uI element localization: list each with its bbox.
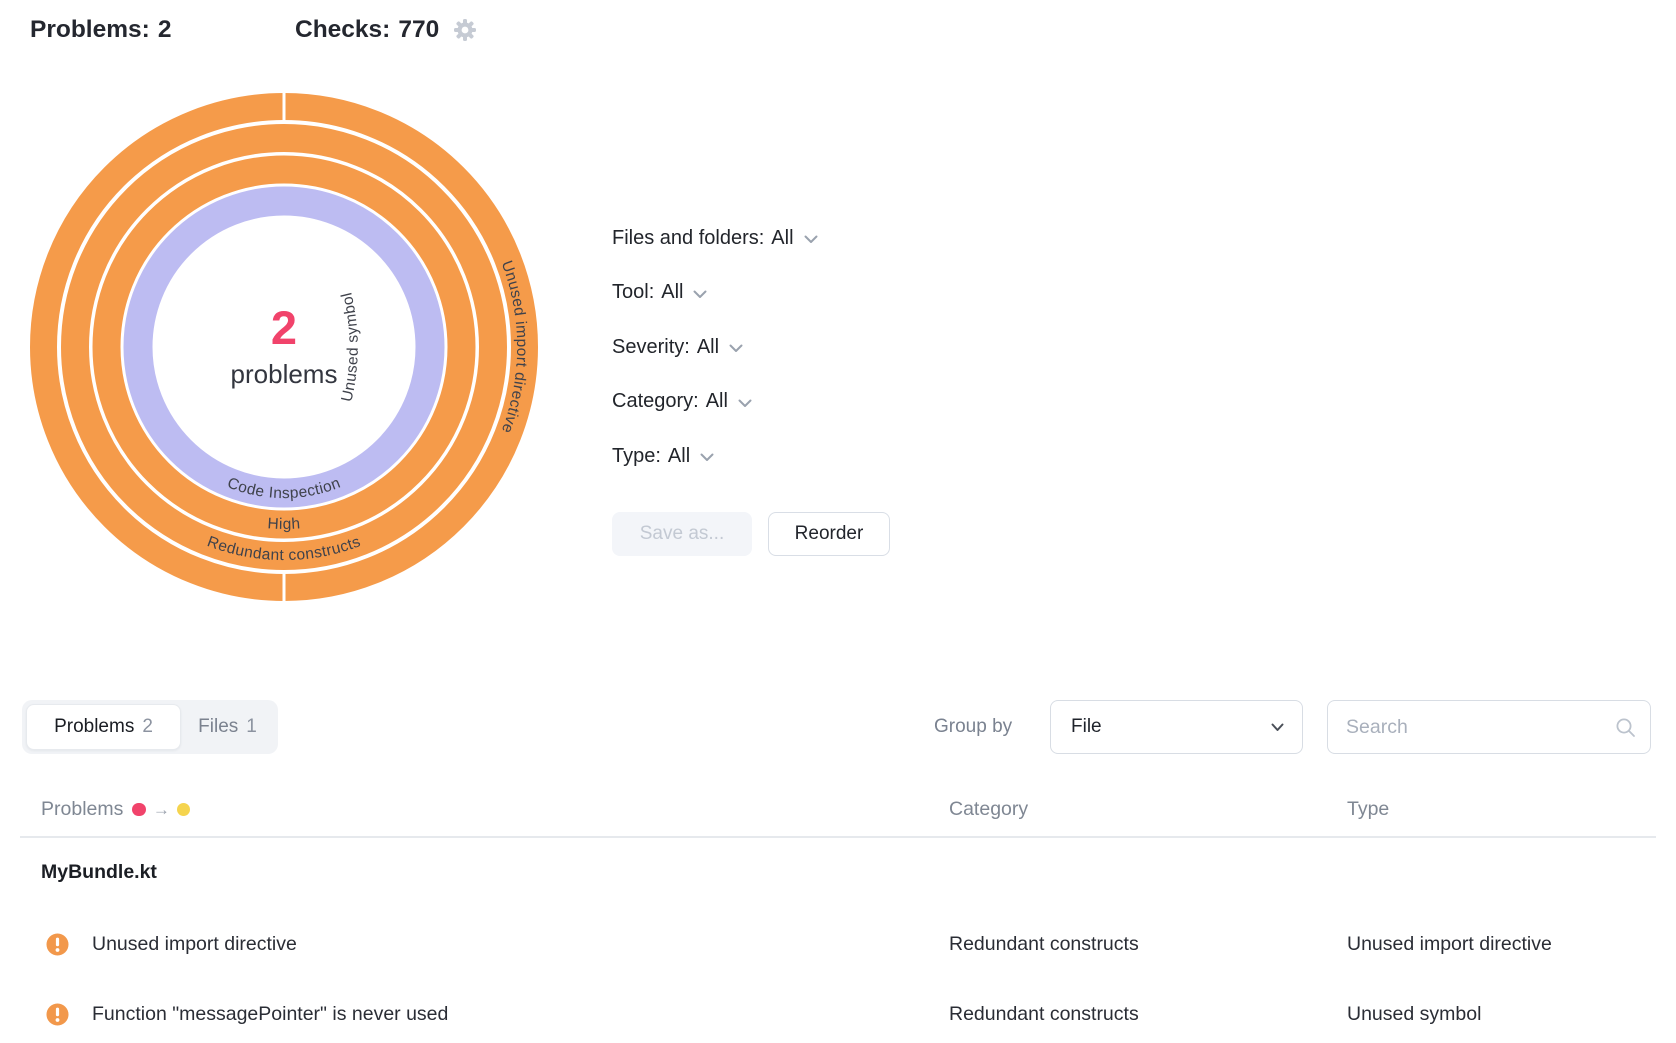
chevron-down-icon xyxy=(729,344,743,353)
filter-value: All xyxy=(667,444,691,467)
filter-files-and-folders[interactable]: Files and folders: All xyxy=(612,211,818,266)
reorder-button[interactable]: Reorder xyxy=(768,512,890,556)
problems-total-label: problems xyxy=(231,359,338,389)
filter-category[interactable]: Category: All xyxy=(612,375,818,430)
filter-label: Files and folders: xyxy=(612,226,765,249)
ring-severity[interactable] xyxy=(92,155,476,539)
tab-label: Files xyxy=(198,716,239,737)
filter-tool[interactable]: Tool: All xyxy=(612,266,818,321)
group-by-selected-value: File xyxy=(1071,716,1102,737)
search-icon xyxy=(1616,718,1635,737)
problem-title[interactable]: Unused import directive xyxy=(92,933,297,955)
warning-icon xyxy=(46,1003,69,1026)
ring-label-type-left: Unused symbol xyxy=(338,291,361,404)
filter-value: All xyxy=(771,226,794,249)
filter-value: All xyxy=(705,390,728,413)
ring-tool[interactable] xyxy=(123,186,445,508)
problem-category: Redundant constructs xyxy=(949,1003,1139,1025)
severity-high-dot xyxy=(132,802,146,817)
tab-count: 2 xyxy=(142,716,153,737)
checks-value: 770 xyxy=(398,16,440,43)
problem-type: Unused import directive xyxy=(1347,933,1552,955)
problem-category: Redundant constructs xyxy=(949,933,1139,955)
problem-row[interactable]: Unused import directive Redundant constr… xyxy=(0,922,1676,966)
problems-value: 2 xyxy=(157,16,172,43)
file-group-header[interactable]: MyBundle.kt xyxy=(41,861,157,883)
checks-label: Checks: xyxy=(295,16,391,43)
checks-count-header: Checks: 770 xyxy=(295,16,477,44)
problem-row[interactable]: Function "messagePointer" is never used … xyxy=(0,992,1676,1036)
ring-label-severity: High xyxy=(267,515,301,533)
column-header-type: Type xyxy=(1347,798,1390,820)
search-input[interactable] xyxy=(1327,700,1651,754)
column-header-problems: Problems → xyxy=(41,798,191,821)
group-by-select[interactable]: File xyxy=(1050,700,1303,754)
filters-panel: Files and folders: All Tool: All Severit… xyxy=(612,211,818,484)
filter-label: Type: xyxy=(612,444,661,467)
chevron-down-icon xyxy=(693,290,707,298)
severity-low-dot xyxy=(176,802,191,817)
chevron-down-icon xyxy=(738,399,752,407)
chevron-down-icon xyxy=(804,235,818,244)
filter-severity[interactable]: Severity: All xyxy=(612,320,818,375)
problems-count-header: Problems: 2 xyxy=(30,16,171,44)
group-by-label: Group by xyxy=(934,716,1013,737)
ring-category[interactable] xyxy=(61,124,507,570)
tab-count: 1 xyxy=(246,716,257,737)
problems-sunburst-chart: Code Inspection High Redundant construct… xyxy=(30,92,538,602)
filter-label: Severity: xyxy=(612,335,690,358)
table-header-divider xyxy=(20,836,1656,838)
warning-icon xyxy=(46,933,69,956)
chevron-down-icon xyxy=(700,453,714,462)
problem-type: Unused symbol xyxy=(1347,1003,1482,1025)
select-chevron-icon xyxy=(1271,723,1284,731)
problem-title[interactable]: Function "messagePointer" is never used xyxy=(92,1003,449,1025)
severity-range-arrow: → xyxy=(152,799,170,819)
gear-icon[interactable] xyxy=(453,18,477,42)
tab-files[interactable]: Files 1 xyxy=(181,704,274,750)
filter-value: All xyxy=(661,281,684,304)
filter-label: Category: xyxy=(612,390,699,413)
column-header-category: Category xyxy=(949,798,1029,820)
filter-type[interactable]: Type: All xyxy=(612,429,818,484)
save-as-button[interactable]: Save as... xyxy=(612,512,752,556)
filter-label: Tool: xyxy=(612,281,655,304)
results-tabbar: Problems 2 Files 1 xyxy=(22,700,278,754)
tab-problems[interactable]: Problems 2 xyxy=(26,704,181,750)
filter-value: All xyxy=(696,335,720,358)
problems-label: Problems: xyxy=(30,16,150,43)
problems-total-value: 2 xyxy=(271,301,297,354)
tab-label: Problems xyxy=(54,716,135,737)
